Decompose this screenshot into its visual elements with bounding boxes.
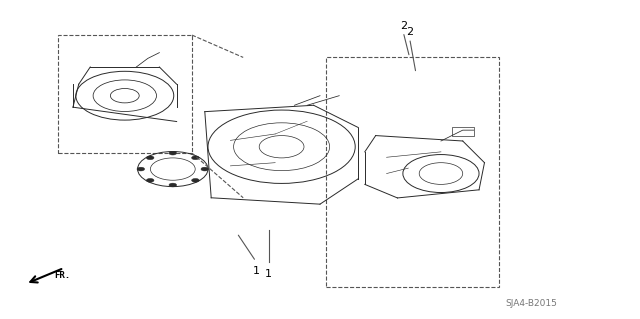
Text: 2: 2 [399,20,407,31]
Bar [452,128,474,136]
Text: 1: 1 [253,266,259,276]
Circle shape [169,183,177,187]
Circle shape [191,156,199,160]
Circle shape [147,156,154,160]
Circle shape [169,151,177,155]
Circle shape [137,167,145,171]
Text: 2: 2 [406,27,413,37]
Circle shape [201,167,209,171]
Text: SJA4-B2015: SJA4-B2015 [505,299,557,308]
Text: FR.: FR. [54,271,70,280]
Bar [326,57,499,287]
Circle shape [147,178,154,182]
Bar [58,35,192,153]
Circle shape [191,178,199,182]
Text: 1: 1 [266,269,272,279]
